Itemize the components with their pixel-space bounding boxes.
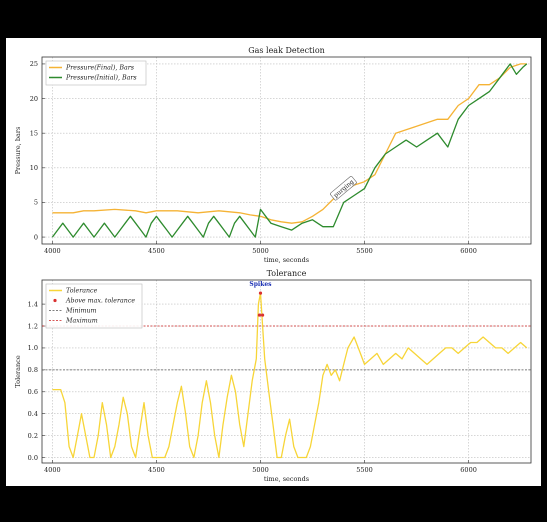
y-tick-label: 0.6	[28, 388, 38, 396]
y-tick-label: 1.0	[28, 344, 38, 352]
y-tick-label: 10	[30, 164, 38, 172]
x-tick-label: 5500	[356, 247, 373, 255]
x-axis-label: time, seconds	[264, 256, 309, 264]
legend-label: Minimum	[65, 308, 97, 315]
x-tick-label: 4000	[44, 247, 61, 255]
pressure-chart: Gas leak Detection 4000 4500 5000 5500 6000 0 5…	[14, 46, 532, 264]
x-tick-label: 4000	[44, 466, 61, 474]
y-tick-label: 20	[30, 95, 38, 103]
plot-frame	[41, 56, 532, 245]
tolerance-chart: Tolerance 4000 4500 5000 5500 6000 0.0 0.2 0.4 0.…	[14, 269, 532, 483]
chart-title: Gas leak Detection	[248, 46, 325, 55]
above-max-point	[260, 313, 265, 317]
y-axis-label: Pressure, bars	[14, 127, 22, 175]
figure-sheet: Gas leak Detection 4000 4500 5000 5500 6000 0 5…	[6, 38, 541, 486]
y-tick-label: 0.4	[28, 410, 38, 418]
series-line-0	[52, 63, 527, 224]
legend-label: Pressure(Initial), Bars	[65, 75, 137, 82]
chart-title: Tolerance	[267, 269, 307, 278]
x-tick-label: 4500	[148, 466, 165, 474]
series-line-0	[52, 292, 528, 459]
x-tick-label: 5000	[252, 466, 269, 474]
y-tick-label: 25	[30, 60, 38, 68]
x-tick-label: 4500	[148, 247, 165, 255]
x-tick-label: 6000	[460, 466, 477, 474]
figure-svg: Gas leak Detection 4000 4500 5000 5500 6000 0 5…	[14, 46, 532, 483]
y-tick-label: 0.0	[28, 454, 38, 462]
y-tick-label: 5	[34, 199, 38, 207]
legend-box	[45, 60, 147, 86]
x-axis-label: time, seconds	[264, 475, 309, 483]
legend-label: Pressure(Final), Bars	[65, 65, 135, 72]
plot-frame	[41, 279, 532, 464]
legend-box	[45, 283, 143, 329]
annotation-box	[330, 176, 357, 201]
y-axis-label: Tolerance	[14, 355, 22, 387]
legend-label: Above max. tolerance	[65, 298, 135, 305]
above-max-point	[257, 313, 262, 317]
above-max-point	[258, 291, 263, 295]
x-tick-label: 5000	[252, 247, 269, 255]
y-tick-label: 1.4	[28, 300, 38, 308]
y-tick-label: 0.8	[28, 366, 38, 374]
y-tick-label: 0	[34, 233, 38, 241]
y-tick-label: 15	[30, 129, 38, 137]
series-line-1	[51, 63, 528, 238]
y-tick-label: 1.2	[28, 322, 38, 330]
legend-label: Tolerance	[66, 288, 98, 295]
y-tick-label: 0.2	[28, 432, 38, 440]
legend-swatch	[53, 298, 57, 303]
x-tick-label: 5500	[356, 466, 373, 474]
spike-label: Spikes	[249, 281, 272, 288]
legend-label: Maximum	[65, 318, 98, 325]
x-tick-label: 6000	[460, 247, 477, 255]
